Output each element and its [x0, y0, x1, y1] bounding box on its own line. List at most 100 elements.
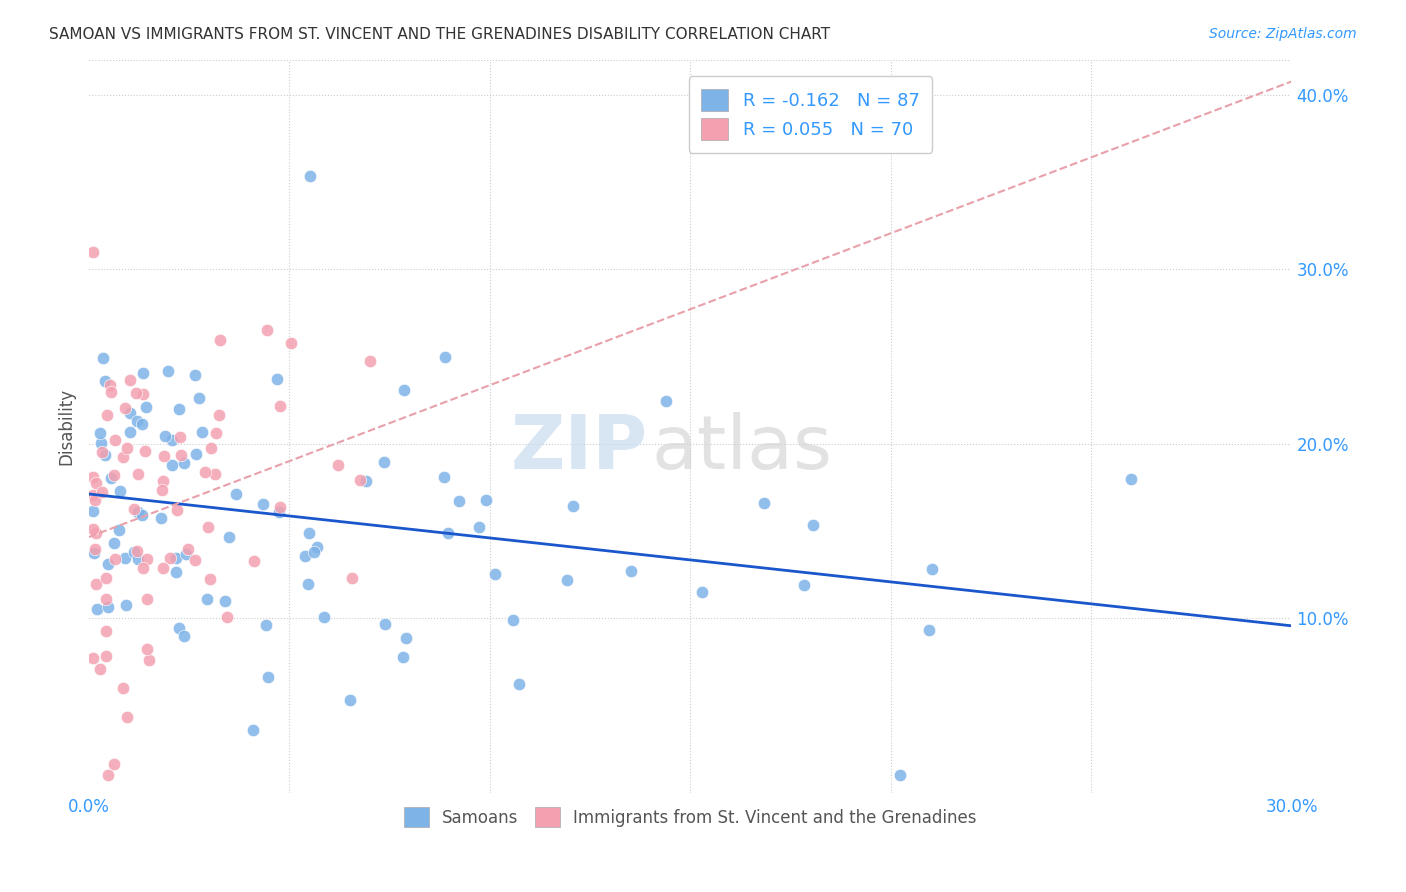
Point [173, 629, 195, 643]
Point [433, 470, 456, 484]
Point [437, 525, 460, 540]
Point [83, 541, 105, 556]
Point [86, 525, 108, 540]
Point [160, 458, 183, 472]
Point [131, 508, 153, 523]
Point [269, 399, 291, 413]
Point [82, 245, 104, 260]
Point [475, 492, 498, 507]
Point [305, 540, 328, 554]
Point [135, 642, 157, 657]
Point [918, 624, 941, 638]
Point [326, 458, 349, 472]
Point [165, 565, 187, 579]
Point [152, 561, 174, 575]
Point [112, 450, 135, 465]
Point [96, 408, 118, 422]
Point [218, 530, 240, 544]
Point [1121, 472, 1143, 486]
Point [98, 378, 121, 392]
Point [177, 541, 200, 556]
Point [94, 624, 117, 639]
Point [198, 572, 221, 586]
Point [356, 475, 378, 489]
Point [83, 546, 105, 560]
Point [153, 429, 176, 443]
Point [118, 406, 141, 420]
Point [96, 571, 118, 585]
Point [93, 351, 115, 365]
Text: atlas: atlas [652, 411, 832, 484]
Point [257, 670, 280, 684]
Point [118, 373, 141, 387]
Point [150, 510, 173, 524]
Point [169, 430, 191, 444]
Point [136, 552, 159, 566]
Point [167, 402, 190, 417]
Point [252, 497, 274, 511]
Point [131, 366, 153, 380]
Point [167, 621, 190, 635]
Point [124, 501, 146, 516]
Point [297, 525, 319, 540]
Point [166, 502, 188, 516]
Point [89, 662, 111, 676]
Point [114, 401, 136, 415]
Text: SAMOAN VS IMMIGRANTS FROM ST. VINCENT AND THE GRENADINES DISABILITY CORRELATION : SAMOAN VS IMMIGRANTS FROM ST. VINCENT AN… [49, 27, 831, 42]
Point [82, 522, 104, 536]
Point [138, 653, 160, 667]
Point [131, 417, 153, 432]
Point [82, 469, 104, 483]
Point [174, 547, 197, 561]
Point [254, 617, 277, 632]
Point [104, 552, 127, 566]
Point [96, 592, 118, 607]
Point [94, 649, 117, 664]
Point [392, 649, 415, 664]
Point [374, 617, 396, 632]
Point [82, 488, 104, 502]
Point [100, 384, 122, 399]
Point [555, 574, 578, 588]
Point [801, 517, 824, 532]
Point [173, 456, 195, 470]
Point [508, 677, 530, 691]
Point [91, 444, 114, 458]
Point [297, 577, 319, 591]
Point [97, 768, 120, 782]
Point [114, 598, 136, 612]
Point [191, 425, 214, 439]
Point [127, 505, 149, 519]
Point [561, 499, 583, 513]
Point [620, 564, 643, 578]
Point [82, 651, 104, 665]
Point [127, 552, 149, 566]
Point [103, 536, 125, 550]
Point [339, 693, 361, 707]
Point [94, 448, 117, 462]
Point [349, 473, 371, 487]
Legend: Samoans, Immigrants from St. Vincent and the Grenadines: Samoans, Immigrants from St. Vincent and… [395, 798, 986, 836]
Point [184, 447, 207, 461]
Point [152, 450, 174, 464]
Point [122, 545, 145, 559]
Point [242, 723, 264, 738]
Point [100, 471, 122, 485]
Point [187, 392, 209, 406]
Point [135, 401, 157, 415]
Point [184, 552, 207, 566]
Point [134, 444, 156, 458]
Point [752, 496, 775, 510]
Point [82, 504, 104, 518]
Point [215, 610, 238, 624]
Point [89, 435, 111, 450]
Point [103, 757, 125, 772]
Point [84, 577, 107, 591]
Point [97, 600, 120, 615]
Point [84, 493, 107, 508]
Point [214, 594, 236, 608]
Point [793, 578, 815, 592]
Point [84, 476, 107, 491]
Point [132, 561, 155, 575]
Point [157, 364, 180, 378]
